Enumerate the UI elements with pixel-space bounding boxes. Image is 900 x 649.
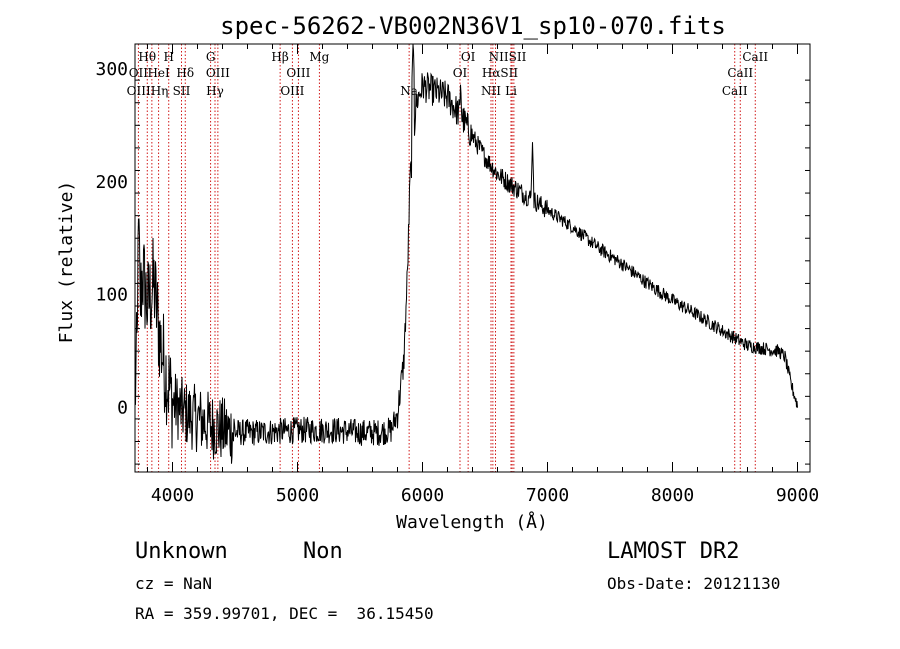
y-tick-label: 300: [95, 59, 128, 80]
x-tick-label: 9000: [776, 485, 819, 506]
survey-label: LAMOST DR2: [607, 539, 739, 564]
line-label: CaII: [722, 84, 748, 98]
line-label: G: [206, 50, 216, 64]
y-axis-ticks: 0 100 200 300: [95, 59, 810, 465]
line-label: CaII: [742, 50, 768, 64]
line-label: Na: [400, 84, 418, 98]
x-tick-label: 4000: [151, 485, 194, 506]
line-label: CaII: [727, 66, 753, 80]
line-label: OIIIHη: [127, 84, 169, 98]
line-label: Hβ: [271, 50, 288, 64]
line-label: NIISII: [489, 50, 527, 64]
line-label: OII: [129, 66, 149, 80]
cz-value: cz = NaN: [135, 574, 212, 593]
line-label: Li: [505, 84, 517, 98]
line-label: H: [164, 50, 174, 64]
obs-date: Obs-Date: 20121130: [607, 574, 780, 593]
y-tick-label: 200: [95, 172, 128, 193]
line-markers: [137, 44, 756, 472]
x-tick-label: 7000: [526, 485, 569, 506]
x-axis-ticks: 4000 5000 6000 7000 8000 9000: [147, 44, 819, 506]
line-label: NII: [481, 84, 501, 98]
line-label: HeI: [147, 66, 170, 80]
object-class: Unknown: [135, 539, 228, 564]
y-axis-label: Flux (relative): [56, 181, 77, 344]
line-label: Mg: [309, 50, 329, 64]
x-axis-label: Wavelength (Å): [396, 511, 548, 533]
plot-frame: [134, 43, 811, 473]
line-label: OI: [461, 50, 476, 64]
y-tick-label: 100: [95, 285, 128, 306]
x-tick-label: 8000: [651, 485, 694, 506]
spectrum-series: [134, 43, 798, 464]
line-label: OIII: [280, 84, 304, 98]
line-label: OIII: [206, 66, 230, 80]
line-label: Hδ: [176, 66, 194, 80]
object-subclass: Non: [303, 539, 343, 564]
line-label: OI: [453, 66, 468, 80]
x-tick-label: 5000: [276, 485, 319, 506]
line-label: Hθ: [138, 50, 156, 64]
line-label: OIII: [286, 66, 310, 80]
x-tick-label: 6000: [401, 485, 444, 506]
line-label: SII: [173, 84, 191, 98]
y-tick-label: 0: [117, 398, 128, 419]
spectrum-line: [134, 43, 798, 464]
line-label: HαSII: [482, 66, 519, 80]
chart-title: spec-56262-VB002N36V1_sp10-070.fits: [220, 12, 726, 40]
ra-dec: RA = 359.99701, DEC = 36.15450: [135, 604, 434, 623]
line-label: Hγ: [206, 84, 224, 98]
